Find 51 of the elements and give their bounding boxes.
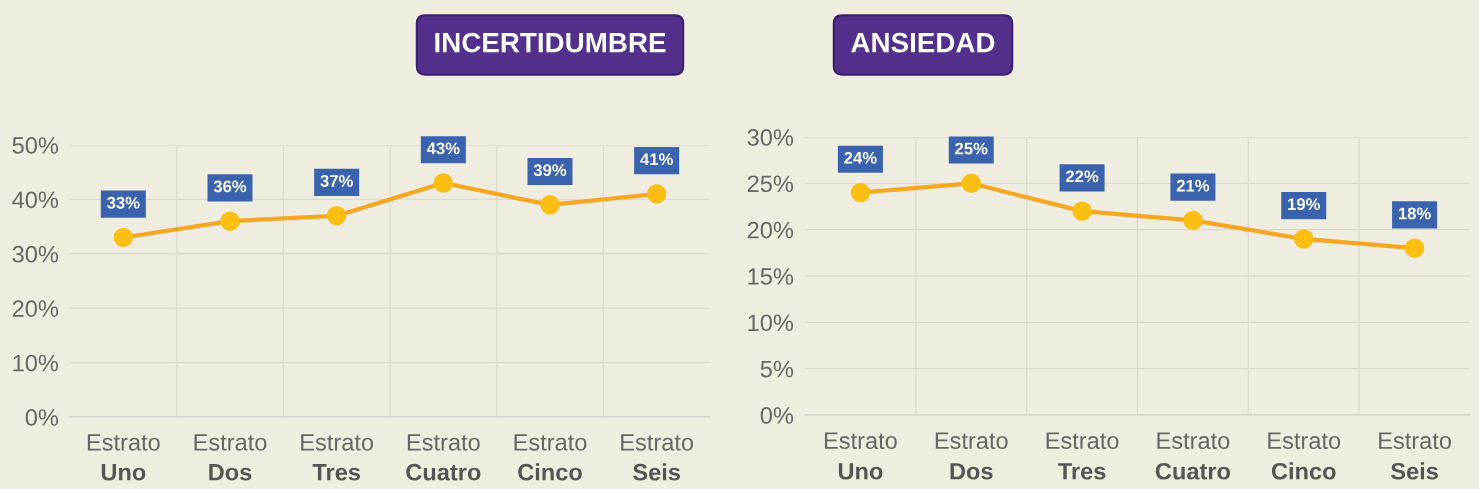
x-tick-label: Estrato Uno: [87, 434, 160, 481]
point: [540, 195, 560, 215]
point: [220, 211, 240, 231]
point: [326, 205, 347, 226]
data-label: 36%: [213, 180, 247, 193]
y-tick-label: 20%: [747, 221, 794, 239]
x-tick-label: Estrato Uno: [824, 432, 897, 480]
point: [961, 173, 981, 194]
point: [433, 173, 454, 193]
x-tick-label: Estrato Tres: [301, 434, 374, 481]
point: [113, 227, 134, 248]
data-label: 18%: [1398, 207, 1431, 220]
y-tick-label: 0%: [25, 409, 59, 426]
data-label: 43%: [426, 142, 460, 155]
data-label: 33%: [107, 196, 140, 209]
data-label: 37%: [320, 175, 353, 187]
x-tick-label: Estrato Seis: [1379, 432, 1451, 480]
data-label: 25%: [955, 142, 988, 155]
point: [1294, 229, 1314, 249]
data-label: 24%: [844, 151, 877, 164]
y-tick-label: 10%: [13, 354, 59, 372]
point: [850, 182, 871, 203]
y-tick-label: 5%: [760, 360, 794, 378]
y-tick-label: 0%: [760, 407, 794, 424]
x-tick-label: Estrato Cuatro: [406, 434, 481, 481]
point: [1183, 210, 1203, 231]
x-tick-label: Estrato Cuatro: [1155, 432, 1231, 480]
y-tick-label: 10%: [748, 314, 794, 332]
y-tick-label: 25%: [747, 175, 794, 193]
y-tick-label: 40%: [12, 191, 59, 209]
x-tick-label: Estrato Cinco: [1268, 432, 1341, 480]
point: [1072, 201, 1092, 221]
point: [1404, 238, 1425, 258]
data-label: 39%: [533, 164, 567, 176]
x-tick-label: Estrato Seis: [621, 434, 694, 481]
data-label: 22%: [1065, 170, 1099, 183]
point: [646, 184, 667, 204]
y-tick-label: 30%: [12, 245, 59, 263]
y-tick-label: 30%: [747, 129, 794, 146]
x-tick-label: Estrato Dos: [194, 434, 267, 481]
x-tick-label: Estrato Dos: [935, 432, 1008, 480]
y-tick-label: 50%: [12, 137, 59, 154]
chart-title: INCERTIDUMBRE: [435, 32, 666, 53]
data-label: 21%: [1176, 179, 1210, 192]
x-tick-label: Estrato Cinco: [514, 434, 587, 481]
chart-title: ANSIEDAD: [851, 32, 995, 53]
data-label: 19%: [1288, 198, 1320, 211]
data-label: 41%: [640, 153, 673, 166]
x-tick-label: Estrato Tres: [1046, 432, 1119, 480]
y-tick-label: 15%: [748, 268, 794, 285]
y-tick-label: 20%: [12, 300, 59, 317]
